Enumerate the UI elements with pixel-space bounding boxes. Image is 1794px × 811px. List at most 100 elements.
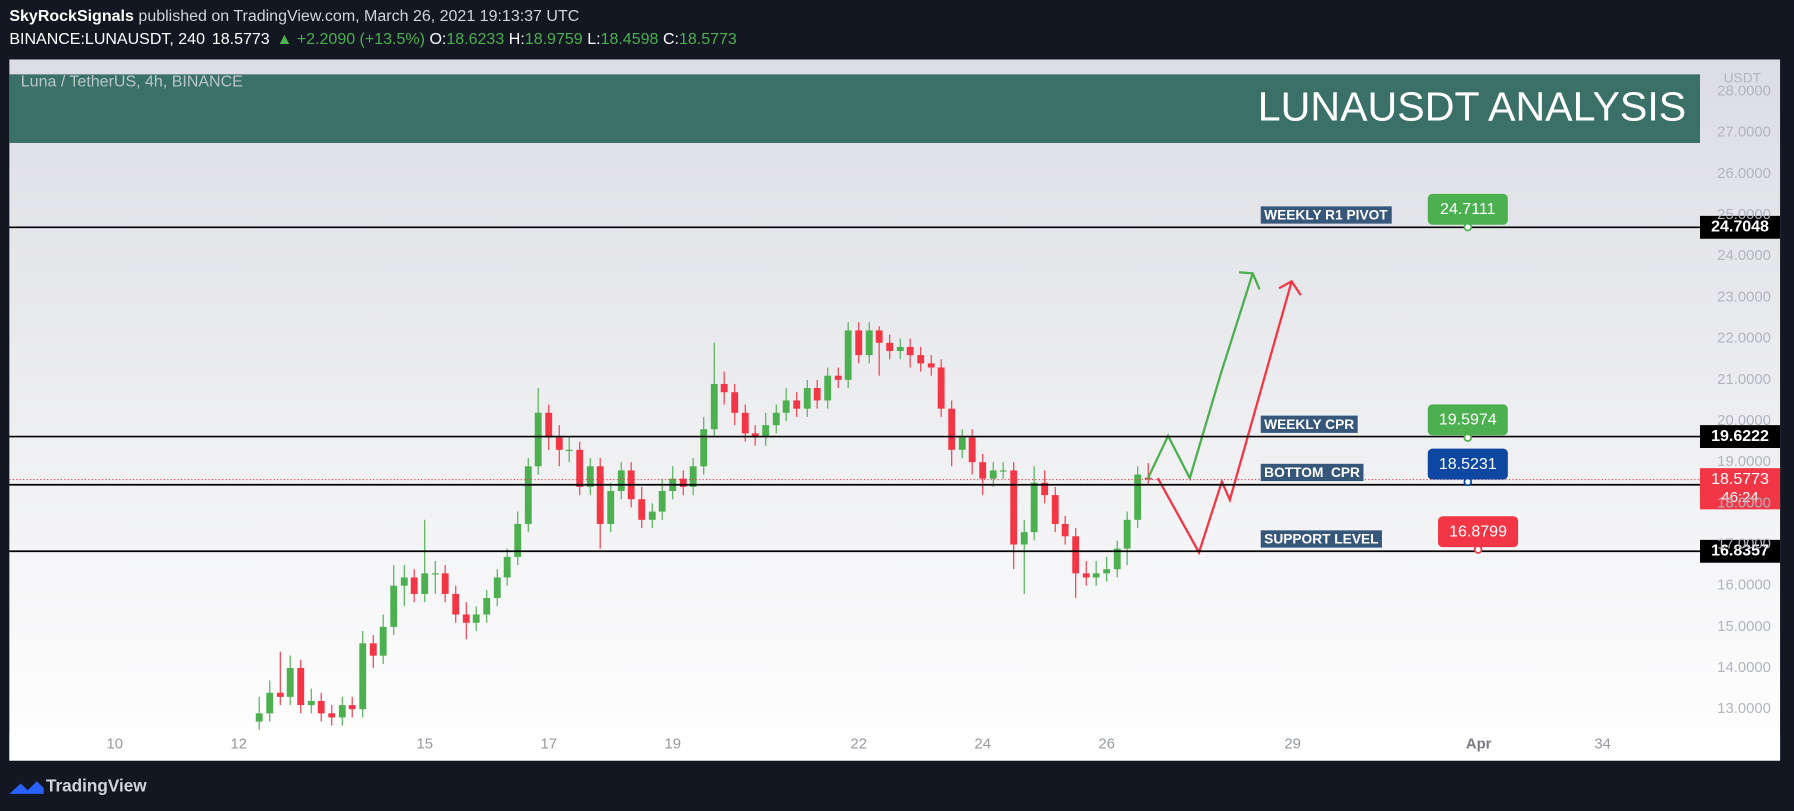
x-tick-label: 19 bbox=[664, 737, 681, 753]
level-price: 24.7048 bbox=[1711, 219, 1769, 236]
y-tick-label: 20.0000 bbox=[1717, 413, 1771, 429]
marker-bubble bbox=[1427, 448, 1508, 480]
candle-body bbox=[390, 585, 398, 627]
candle-body bbox=[276, 692, 284, 697]
brand: TradingView bbox=[46, 776, 147, 796]
plot-area bbox=[255, 322, 1152, 730]
plot-background bbox=[9, 59, 1781, 761]
candle-body bbox=[493, 577, 501, 599]
candle-body bbox=[576, 449, 584, 487]
level-price-box bbox=[1699, 215, 1781, 239]
y-tick-label: 28.0000 bbox=[1717, 84, 1771, 100]
candle-body bbox=[586, 466, 594, 487]
x-tick-label: 12 bbox=[230, 737, 247, 753]
candle-body bbox=[824, 375, 832, 401]
title-banner bbox=[9, 74, 1700, 143]
candle-body bbox=[400, 577, 408, 586]
ohlc-label: H: bbox=[509, 31, 525, 48]
candle-body bbox=[565, 449, 573, 451]
candle-body bbox=[472, 614, 480, 623]
x-tick-label: 26 bbox=[1098, 737, 1115, 753]
ohlc-value: 18.6233 bbox=[446, 31, 504, 48]
candle-body bbox=[679, 478, 687, 487]
x-tick-label: 10 bbox=[106, 737, 123, 753]
level-name-bg bbox=[1260, 530, 1382, 548]
candle-body bbox=[1134, 474, 1142, 520]
author: SkyRockSignals bbox=[9, 8, 134, 25]
ohlc-value: 18.9759 bbox=[525, 31, 583, 48]
x-tick-label: 17 bbox=[540, 737, 557, 753]
x-tick-label: 15 bbox=[416, 737, 433, 753]
y-tick-label: 18.0000 bbox=[1717, 495, 1771, 511]
candle-body bbox=[937, 367, 945, 409]
overlay: WEEKLY R1 PIVOT 24.7111 24.7048 WEEKLY CPR 1… bbox=[9, 193, 1781, 563]
candle-body bbox=[762, 425, 770, 438]
candle-body bbox=[751, 433, 759, 438]
candle-body bbox=[741, 412, 749, 434]
y-tick-label: 26.0000 bbox=[1717, 166, 1771, 182]
last-price-box bbox=[1699, 468, 1781, 510]
candle-body bbox=[896, 346, 904, 352]
y-tick-label: 15.0000 bbox=[1717, 619, 1771, 635]
candle-body bbox=[648, 511, 656, 520]
publish-line: SkyRockSignals published on TradingView.c… bbox=[9, 8, 579, 25]
y-tick-label: 17.0000 bbox=[1717, 536, 1771, 552]
bearish-path bbox=[1156, 281, 1293, 556]
bullish-arrowhead bbox=[1238, 271, 1261, 290]
y-unit: USDT bbox=[1724, 71, 1762, 86]
candle-body bbox=[596, 466, 604, 524]
candle-body bbox=[555, 437, 563, 450]
y-tick-label: 13.0000 bbox=[1717, 701, 1771, 717]
tv-logo bbox=[9, 781, 44, 794]
time-axis bbox=[9, 732, 1781, 761]
ohlc-label: O: bbox=[430, 31, 447, 48]
ohlc-label: L: bbox=[587, 31, 600, 48]
level-price: 19.6222 bbox=[1711, 428, 1769, 445]
candle-body bbox=[813, 388, 821, 401]
marker-dot bbox=[1473, 545, 1483, 554]
candle-body bbox=[638, 499, 646, 520]
candle-body bbox=[772, 412, 780, 426]
candle-body bbox=[710, 383, 718, 430]
candle-body bbox=[844, 330, 852, 380]
candle-body bbox=[855, 330, 863, 356]
marker-label: 16.8799 bbox=[1449, 524, 1507, 541]
marker-dot bbox=[1463, 222, 1473, 232]
candle-body bbox=[917, 355, 925, 364]
candle-body bbox=[255, 713, 263, 722]
marker-label: 24.7111 bbox=[1440, 201, 1496, 218]
y-tick-label: 14.0000 bbox=[1717, 660, 1771, 676]
candle-body bbox=[700, 429, 708, 467]
candle-body bbox=[979, 462, 987, 479]
candle-body bbox=[369, 643, 377, 656]
y-tick-label: 24.0000 bbox=[1717, 248, 1771, 264]
x-tick-label: 24 bbox=[974, 737, 991, 753]
candle-body bbox=[452, 593, 460, 615]
candle-body bbox=[524, 466, 532, 524]
candle-body bbox=[534, 412, 542, 467]
candle-body bbox=[958, 437, 966, 450]
candle-body bbox=[689, 466, 697, 487]
candle-body bbox=[607, 491, 615, 524]
candle-body bbox=[658, 491, 666, 512]
ohlc-value: 18.4598 bbox=[601, 31, 659, 48]
level-name-bg bbox=[1260, 415, 1358, 433]
marker-dot bbox=[1463, 433, 1473, 442]
y-tick-label: 19.0000 bbox=[1717, 454, 1771, 470]
candle-body bbox=[886, 342, 894, 352]
marker-dot bbox=[1463, 477, 1473, 487]
candle-body bbox=[1041, 482, 1049, 496]
y-tick-label: 27.0000 bbox=[1717, 125, 1771, 141]
subtitle: Luna / TetherUS, 4h, BINANCE bbox=[21, 74, 243, 91]
x-tick-label: 22 bbox=[850, 737, 867, 753]
candle-body bbox=[359, 643, 367, 710]
candle-body bbox=[731, 392, 739, 413]
y-tick-label: 22.0000 bbox=[1717, 331, 1771, 347]
candle-body bbox=[379, 626, 387, 656]
candle-body bbox=[483, 598, 491, 615]
projection-arrows bbox=[1146, 271, 1302, 556]
candle-body bbox=[968, 437, 976, 463]
level-name-bg bbox=[1260, 206, 1392, 224]
candle-body bbox=[906, 346, 914, 356]
